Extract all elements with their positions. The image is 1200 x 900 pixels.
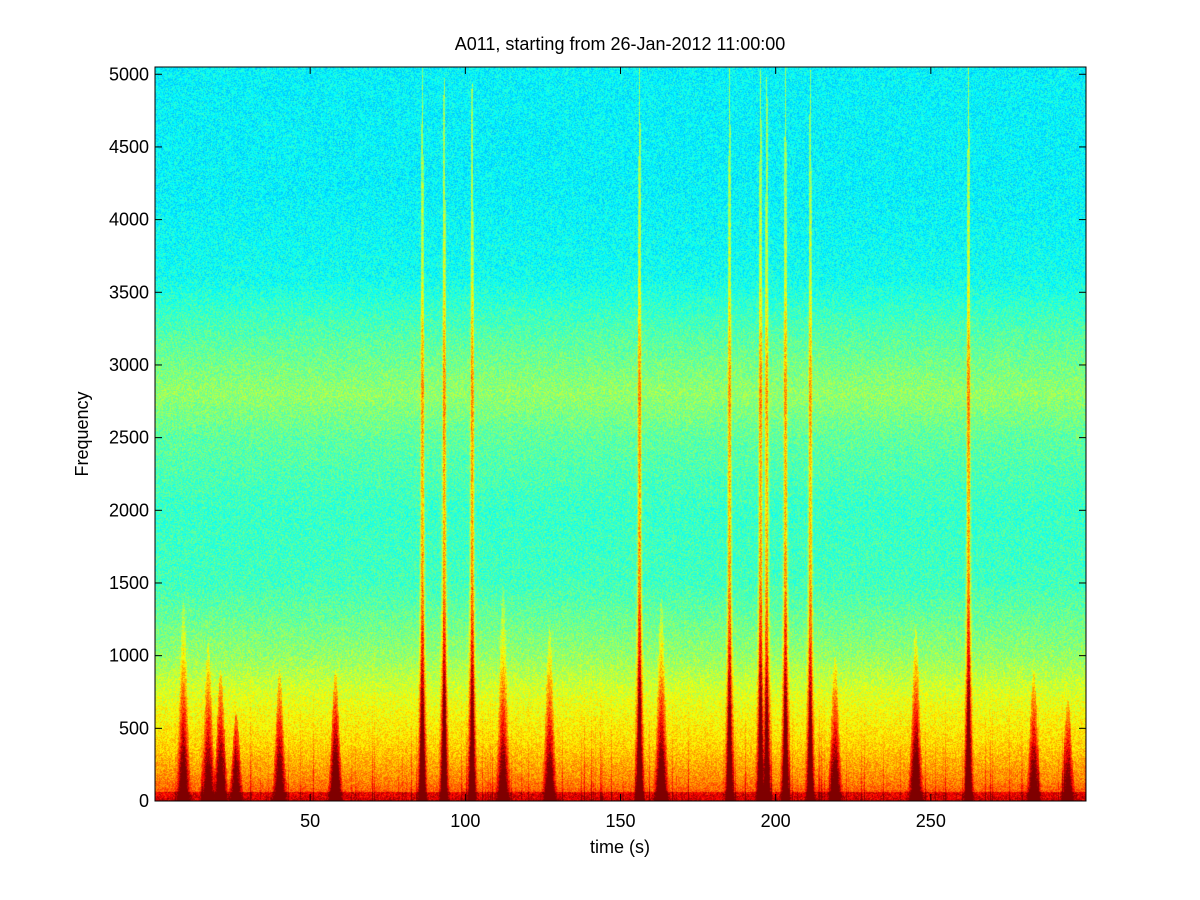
y-axis-label: Frequency — [72, 391, 92, 476]
x-axis-label: time (s) — [590, 837, 650, 857]
y-tick-label: 2500 — [109, 428, 149, 448]
y-tick-label: 3500 — [109, 282, 149, 302]
y-tick-label: 0 — [139, 791, 149, 811]
x-tick-label: 50 — [300, 811, 320, 831]
y-tick-label: 3000 — [109, 355, 149, 375]
y-tick-label: 1000 — [109, 646, 149, 666]
x-tick-label: 250 — [916, 811, 946, 831]
y-tick-label: 4500 — [109, 137, 149, 157]
spectrogram-plot-area — [155, 67, 1086, 801]
y-tick-label: 4000 — [109, 210, 149, 230]
x-tick-label: 200 — [761, 811, 791, 831]
y-tick-label: 1500 — [109, 573, 149, 593]
y-axis: 0 500 1000 1500 2000 2500 3000 3500 4000 4500 5000 — [109, 64, 1086, 811]
x-tick-label: 100 — [450, 811, 480, 831]
spectrogram-image — [155, 67, 1086, 801]
x-axis: 50 100 150 200 250 — [300, 67, 946, 831]
x-tick-label: 150 — [605, 811, 635, 831]
y-tick-label: 5000 — [109, 64, 149, 84]
y-tick-label: 2000 — [109, 500, 149, 520]
y-tick-label: 500 — [119, 718, 149, 738]
chart-title: A011, starting from 26-Jan-2012 11:00:00 — [455, 34, 786, 54]
